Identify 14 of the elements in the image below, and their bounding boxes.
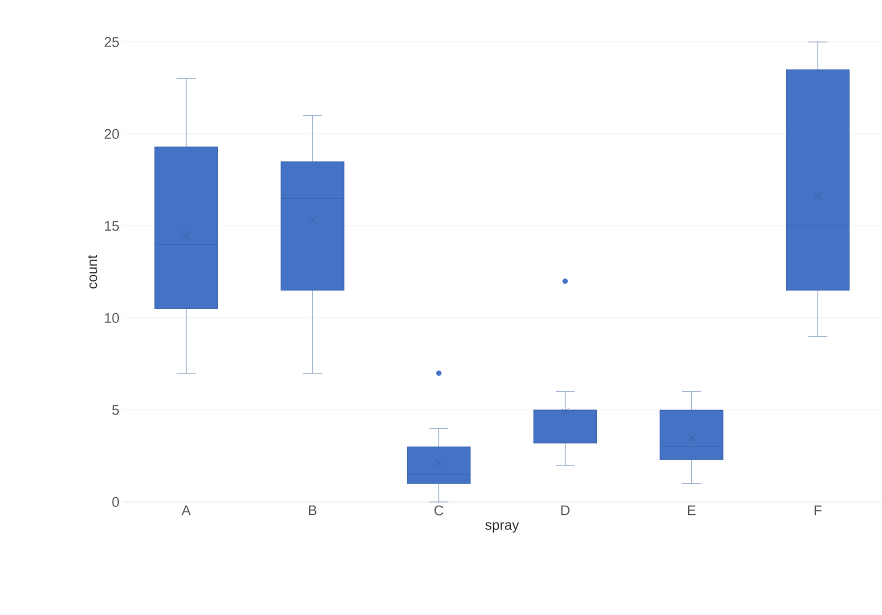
y-axis-title: count [88,255,98,288]
y-tick-label: 10 [105,313,119,323]
x-tick-label: A [182,506,191,516]
y-tick-label: 0 [112,497,119,507]
x-tick-label: D [561,506,570,516]
y-tick-label: 5 [112,405,119,415]
x-axis-title: spray [485,522,520,533]
y-tick-label: 20 [104,129,119,139]
x-tick-label: B [309,506,316,516]
x-tick-label: E [688,506,696,516]
x-tick-label: C [434,505,444,516]
x-tick-label: F [814,506,822,516]
y-tick-label: 15 [105,221,119,231]
y-tick-label: 25 [104,37,119,47]
